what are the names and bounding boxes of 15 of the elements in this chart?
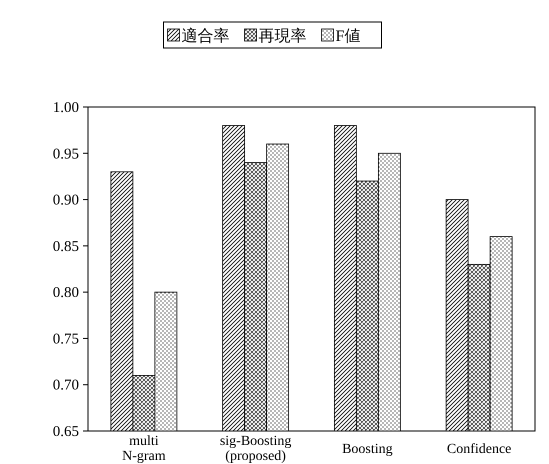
x-tick-label: multi N-gram: [122, 434, 166, 464]
y-tick-label: 0.65: [52, 424, 79, 440]
y-tick-label: 0.90: [52, 192, 79, 209]
y-tick-label: 0.95: [52, 146, 79, 162]
legend-label: 適合率: [182, 27, 230, 45]
x-tick-label: Confidence: [446, 442, 512, 457]
y-tick-label: 0.80: [52, 285, 79, 302]
y-tick-label: 0.70: [52, 378, 79, 394]
y-tick-label: 1.00: [52, 100, 79, 116]
y-tick-label: 0.85: [52, 238, 79, 255]
y-tick-label: 0.75: [52, 331, 79, 348]
x-tick-label: Boosting: [342, 442, 393, 457]
legend-label: F値: [336, 28, 360, 45]
x-tick-label: sig-Boosting (proposed): [220, 434, 292, 464]
legend-label: 再現率: [258, 27, 306, 45]
